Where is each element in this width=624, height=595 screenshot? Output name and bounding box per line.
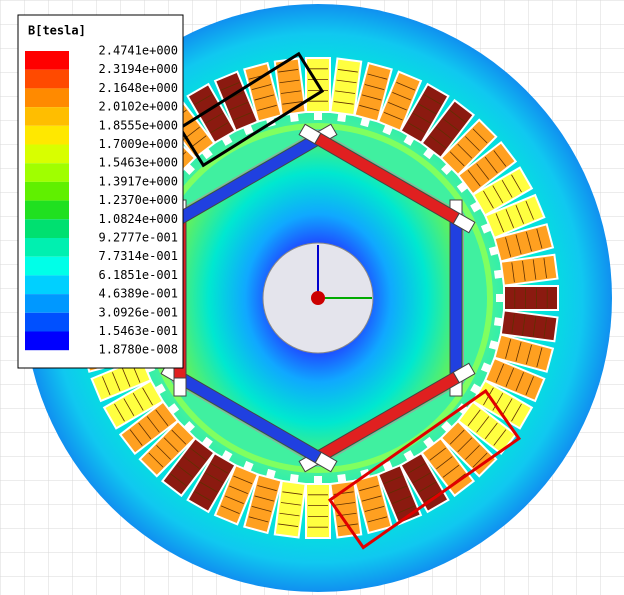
legend-label: 2.3194e+000 bbox=[99, 62, 178, 76]
legend-label: 2.1648e+000 bbox=[99, 81, 178, 95]
magnet bbox=[450, 218, 462, 378]
legend-swatch bbox=[25, 107, 69, 126]
field-plot: B[tesla] 2.4741e+000 2.3194e+000 2.1648e+0… bbox=[0, 0, 624, 595]
legend-label: 1.2370e+000 bbox=[99, 193, 178, 207]
legend-label: 3.0926e-001 bbox=[99, 305, 178, 319]
legend-label: 9.2777e-001 bbox=[99, 231, 178, 245]
legend-label: 6.1851e-001 bbox=[99, 268, 178, 282]
legend-swatch bbox=[25, 182, 69, 201]
legend-swatch bbox=[25, 294, 69, 313]
magnet-end bbox=[174, 378, 186, 396]
legend-swatch bbox=[25, 51, 69, 70]
legend: B[tesla] 2.4741e+000 2.3194e+000 2.1648e+0… bbox=[18, 15, 183, 368]
legend-swatch bbox=[25, 238, 69, 257]
legend-label: 1.5463e-001 bbox=[99, 324, 178, 338]
legend-label: 1.5463e+000 bbox=[99, 156, 178, 170]
legend-swatch bbox=[25, 70, 69, 89]
legend-label: 1.0824e+000 bbox=[99, 212, 178, 226]
legend-swatch bbox=[25, 332, 69, 351]
legend-label: 7.7314e-001 bbox=[99, 249, 178, 263]
legend-swatch bbox=[25, 88, 69, 107]
legend-label: 1.8555e+000 bbox=[99, 118, 178, 132]
legend-swatch bbox=[25, 126, 69, 145]
legend-label: 1.8780e-008 bbox=[99, 343, 178, 357]
legend-swatch bbox=[25, 163, 69, 182]
legend-swatch bbox=[25, 145, 69, 164]
legend-title: B[tesla] bbox=[28, 24, 86, 38]
legend-label: 4.6389e-001 bbox=[99, 287, 178, 301]
coil bbox=[504, 286, 558, 310]
magnet-pole bbox=[450, 200, 462, 396]
legend-label: 2.4741e+000 bbox=[99, 44, 178, 58]
legend-label: 1.7009e+000 bbox=[99, 137, 178, 151]
legend-swatch bbox=[25, 257, 69, 276]
coil bbox=[306, 484, 330, 538]
legend-label: 1.3917e+000 bbox=[99, 174, 178, 188]
origin bbox=[311, 291, 325, 305]
page: B[tesla] 2.4741e+000 2.3194e+000 2.1648e+0… bbox=[0, 0, 624, 595]
legend-swatch bbox=[25, 275, 69, 294]
legend-swatch bbox=[25, 219, 69, 238]
slot bbox=[306, 58, 330, 120]
slot bbox=[496, 286, 558, 310]
legend-label: 2.0102e+000 bbox=[99, 100, 178, 114]
slot bbox=[306, 476, 330, 538]
legend-swatch bbox=[25, 201, 69, 220]
legend-swatch bbox=[25, 313, 69, 332]
